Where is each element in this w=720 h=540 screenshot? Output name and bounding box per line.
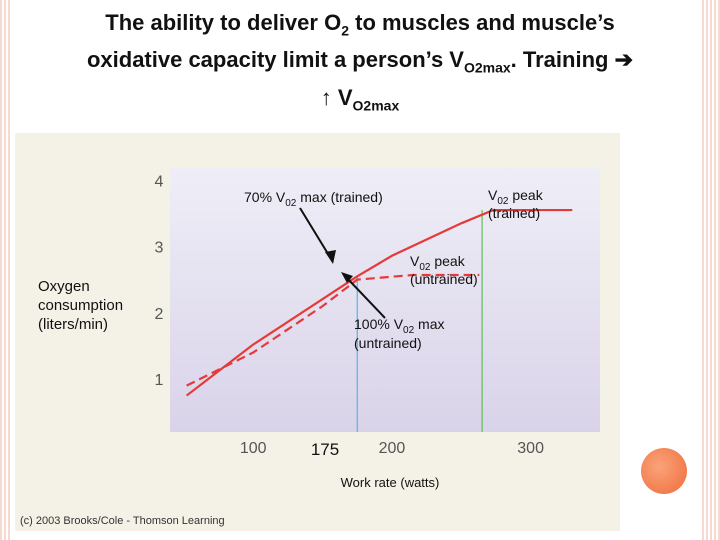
x-tick-100: 100: [240, 440, 267, 457]
x-tick-300: 300: [517, 440, 544, 457]
slide-title: The ability to deliver O2 to muscles and…: [86, 10, 634, 114]
annotation-peak-trained: V02 peak: [488, 187, 544, 207]
annotation-peak-untrained: V02 peak: [410, 253, 466, 273]
y-axis-label-line: (liters/min): [38, 316, 108, 333]
arrow-right-icon: ➔: [614, 47, 634, 73]
annotation-70-trained: 70% V02 max (trained): [244, 189, 383, 209]
plot-area: [170, 167, 600, 432]
copyright-text: (c) 2003 Brooks/Cole - Thomson Learning: [20, 515, 225, 527]
decorative-orange-circle: [641, 448, 687, 494]
y-axis-label-line: Oxygen: [38, 278, 90, 295]
right-decorative-border: [702, 0, 720, 540]
annotation-100-untrained: 100% V02 max: [354, 316, 445, 336]
annotation-arrowhead-untrained: [341, 272, 353, 283]
left-decorative-border: [0, 0, 12, 540]
y-tick-2: 2: [155, 306, 164, 323]
annotation-peak-trained-line2: (trained): [488, 205, 540, 221]
series-line-solid: [185, 208, 573, 397]
y-axis-label-line: consumption: [38, 297, 124, 314]
x-tick-200: 200: [379, 440, 406, 457]
annotation-arrow-untrained: [344, 275, 386, 319]
x-axis-label: Work rate (watts): [341, 475, 440, 490]
y-axis-label: Oxygen consumption (liters/min): [38, 277, 123, 334]
x-marker-175-label: 175: [311, 440, 339, 459]
y-tick-1: 1: [155, 372, 164, 389]
y-tick-4: 4: [155, 173, 164, 190]
annotation-100-untrained-line2: (untrained): [354, 335, 422, 351]
y-tick-3: 3: [155, 240, 164, 257]
series-line-dashed: [186, 273, 480, 387]
annotation-arrowhead-trained: [325, 250, 336, 264]
annotation-peak-untrained-line2: (untrained): [410, 271, 478, 287]
